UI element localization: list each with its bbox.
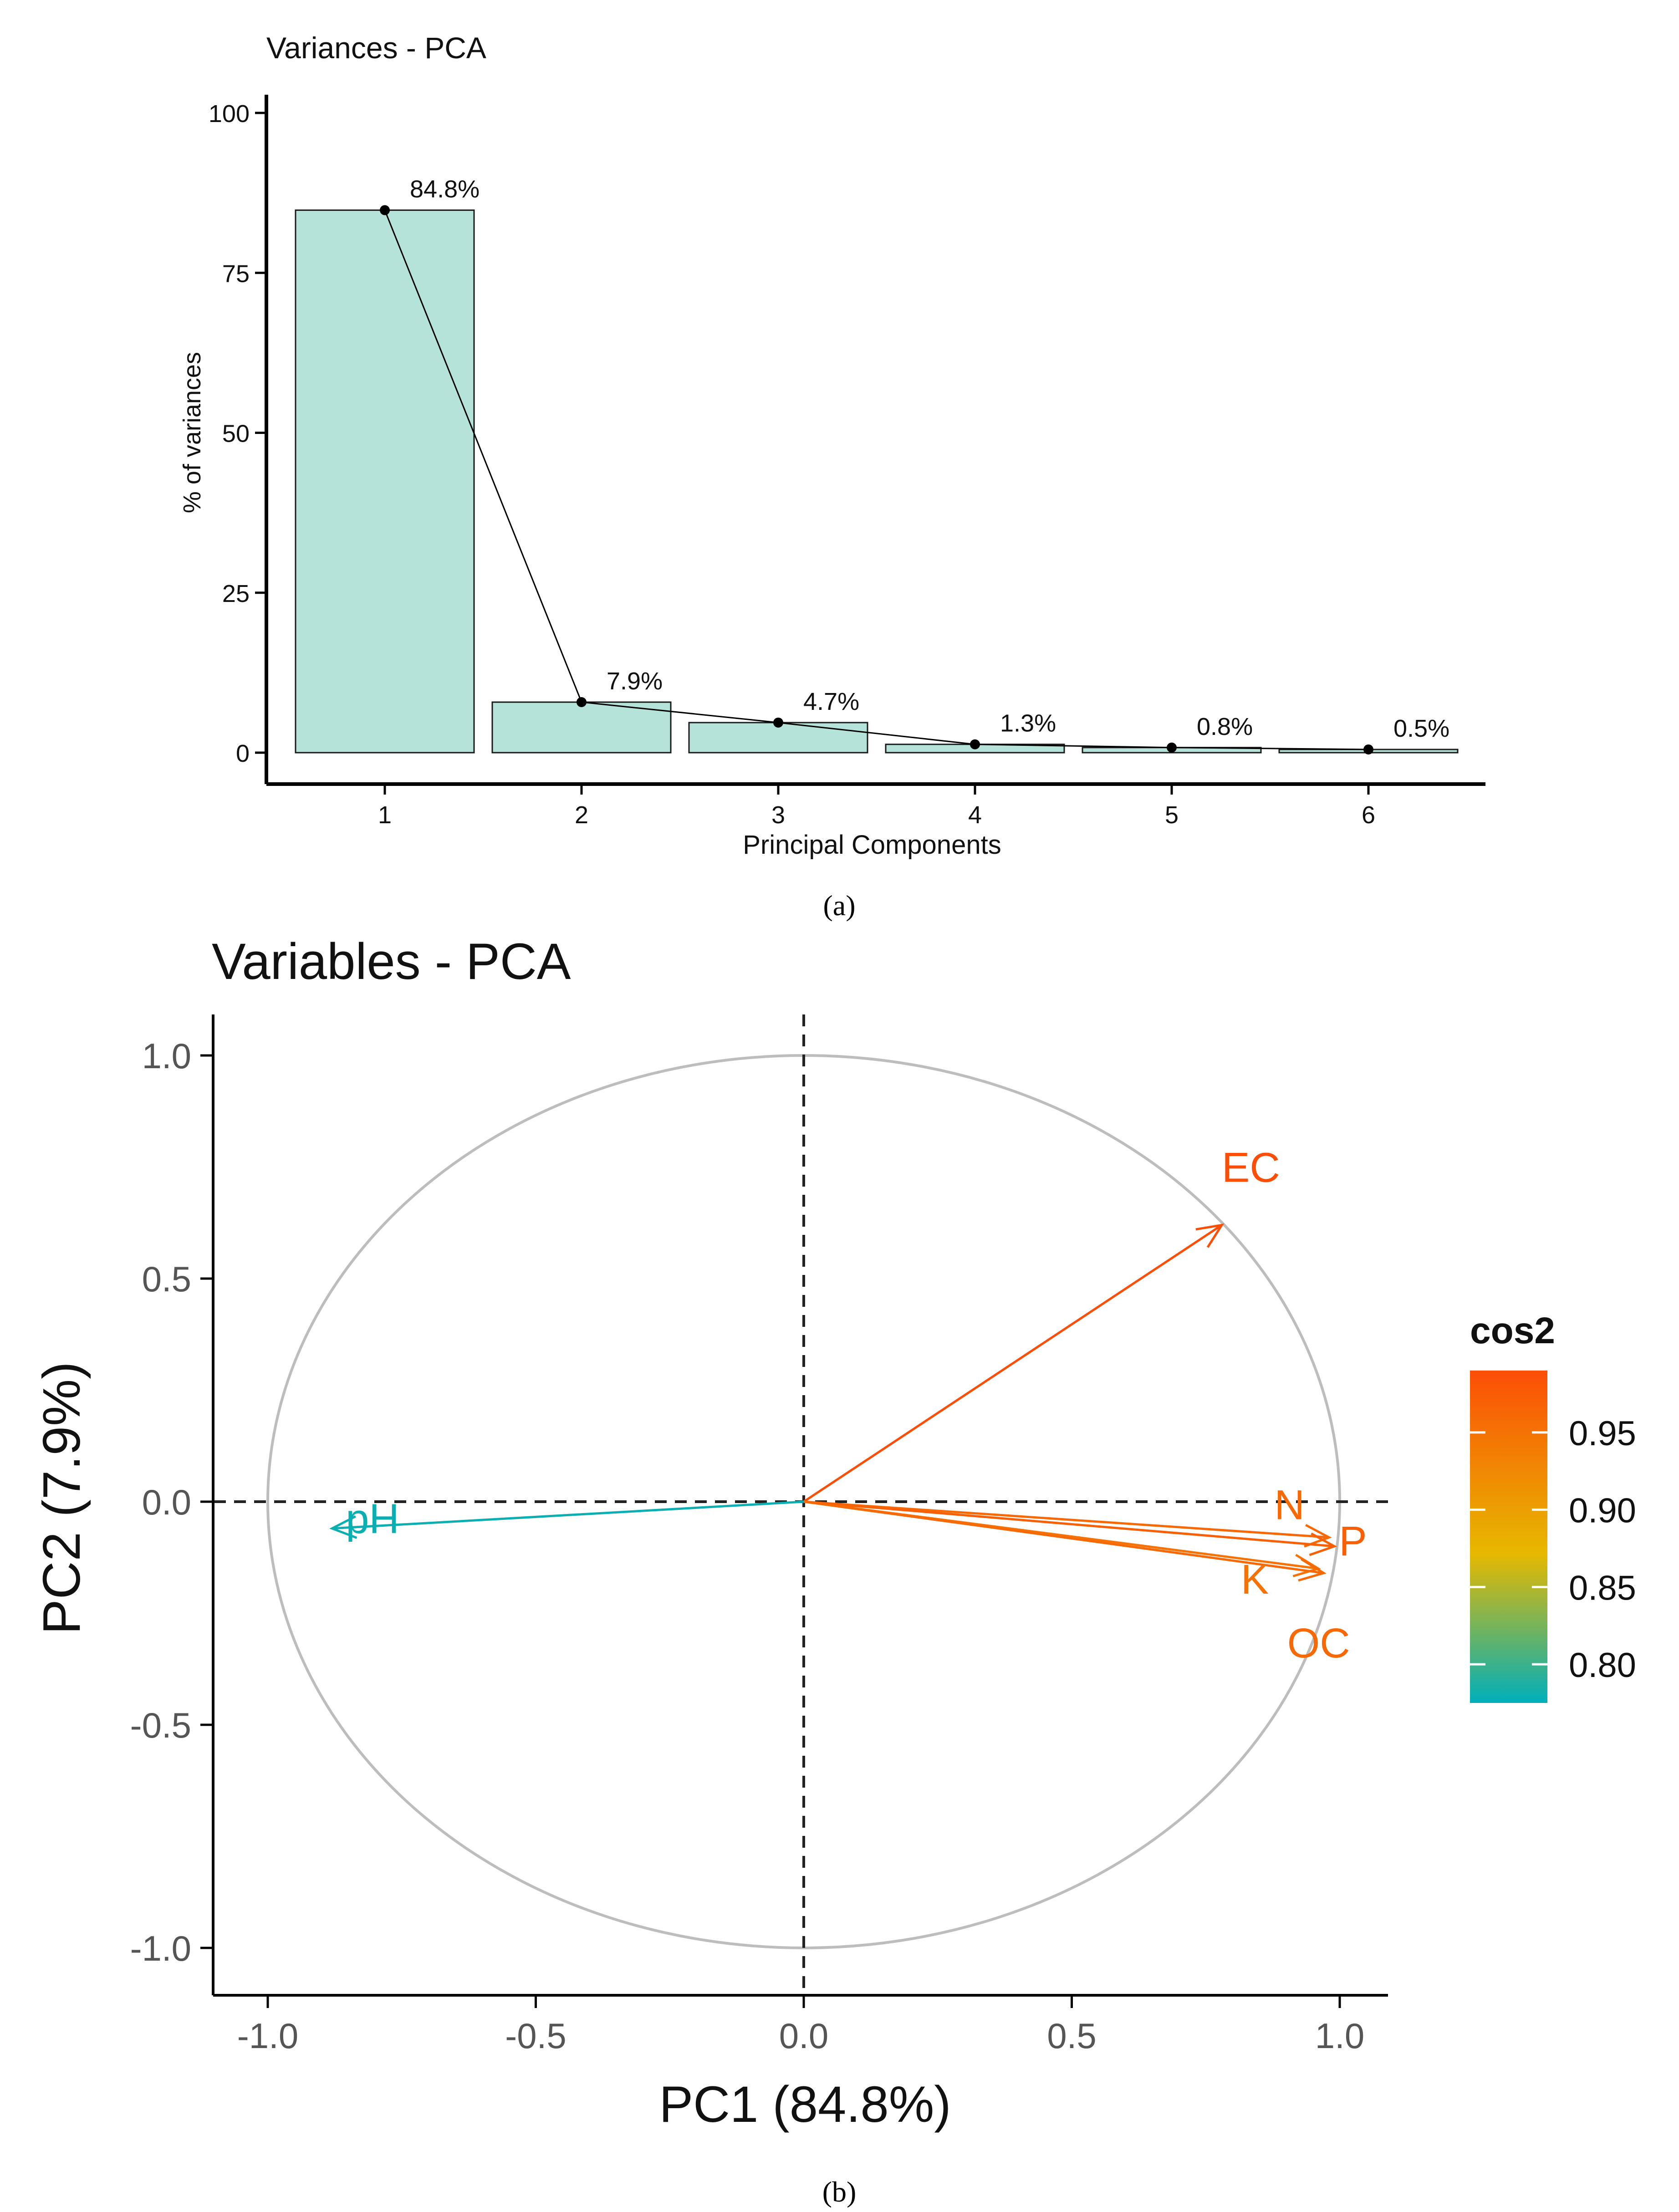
pca-x-tick-label: -0.5 bbox=[505, 2016, 566, 2056]
arrow-pH bbox=[332, 1500, 804, 1530]
pca-x-tick-label: -1.0 bbox=[237, 2016, 298, 2056]
scree-bar-3 bbox=[688, 722, 868, 754]
scree-point-2 bbox=[577, 697, 587, 708]
variable-labels: EC NP K OC pH bbox=[346, 1144, 1367, 1666]
legend-ticks: 0.95 0.90 0.85 0.80 bbox=[1470, 1414, 1636, 1685]
variable-label-K: K bbox=[1241, 1556, 1269, 1603]
variable-label-N: N bbox=[1274, 1482, 1304, 1528]
scree-x-tick-label: 3 bbox=[771, 801, 785, 829]
scree-y-tick-label: 25 bbox=[222, 580, 250, 607]
scree-point-1 bbox=[380, 205, 390, 215]
scree-plot: Variances - PCA % of variances Principal… bbox=[179, 31, 1485, 922]
scree-x-tick-label: 6 bbox=[1362, 801, 1375, 829]
scree-y-tick-label: 75 bbox=[222, 260, 250, 287]
pca-y-tick-label: -0.5 bbox=[130, 1705, 191, 1745]
scree-line-path bbox=[384, 210, 1369, 750]
pca-variables-plot: Variables - PCA PC2 (7.9%) PC1 (84.8%) 1… bbox=[32, 933, 1636, 2208]
arrow-N bbox=[803, 1500, 1329, 1539]
scree-y-axis-label: % of variances bbox=[179, 352, 206, 513]
variable-label-OC: OC bbox=[1287, 1620, 1350, 1667]
legend-tick-label: 0.80 bbox=[1569, 1646, 1636, 1685]
scree-value-label: 1.3% bbox=[1000, 710, 1056, 737]
scree-title: Variances - PCA bbox=[266, 31, 486, 65]
variable-label-pH: pH bbox=[346, 1496, 399, 1542]
scree-y-ticks: 0 25 50 75 100 bbox=[209, 100, 266, 767]
legend-tick-label: 0.95 bbox=[1569, 1414, 1636, 1453]
scree-line: 84.8% 7.9% 4.7% 1.3% 0.8% 0.5% bbox=[380, 176, 1449, 754]
arrowhead-OC bbox=[1298, 1558, 1327, 1582]
scree-x-ticks: 1 2 3 4 5 6 bbox=[378, 784, 1375, 829]
scree-value-label: 7.9% bbox=[607, 668, 663, 695]
variable-label-P: P bbox=[1339, 1518, 1367, 1565]
pca-y-tick-label: -1.0 bbox=[130, 1928, 191, 1968]
arrow-P bbox=[803, 1500, 1335, 1548]
scree-y-tick-label: 50 bbox=[222, 420, 250, 448]
arrow-EC bbox=[803, 1224, 1223, 1503]
pca-y-tick-label: 0.0 bbox=[142, 1482, 191, 1522]
pca-y-axis-label: PC2 (7.9%) bbox=[32, 1361, 91, 1635]
arrowhead-P bbox=[1309, 1532, 1337, 1556]
scree-x-axis-label: Principal Components bbox=[743, 830, 1001, 860]
arrowhead-pH bbox=[329, 1515, 357, 1539]
caption-a: (a) bbox=[823, 889, 855, 922]
legend-tick-label: 0.90 bbox=[1569, 1492, 1636, 1530]
scree-value-label: 0.8% bbox=[1197, 713, 1253, 740]
caption-b: (b) bbox=[822, 2176, 857, 2208]
scree-value-label: 0.5% bbox=[1393, 715, 1449, 742]
pca-y-tick-label: 1.0 bbox=[142, 1036, 191, 1076]
scree-y-tick-label: 0 bbox=[236, 740, 250, 767]
pca-y-tick-label: 0.5 bbox=[142, 1259, 191, 1299]
scree-point-6 bbox=[1363, 744, 1373, 754]
variable-label-EC: EC bbox=[1222, 1144, 1280, 1191]
legend-color-bar bbox=[1470, 1371, 1547, 1703]
legend-title: cos2 bbox=[1470, 1310, 1555, 1351]
pca-title: Variables - PCA bbox=[212, 933, 571, 990]
scree-bars bbox=[295, 209, 1459, 754]
arrow-OC bbox=[803, 1500, 1324, 1575]
pca-x-tick-label: 1.0 bbox=[1315, 2016, 1364, 2056]
pca-y-ticks: 1.0 0.5 0.0 -0.5 -1.0 bbox=[130, 1036, 213, 1968]
scree-value-label: 4.7% bbox=[803, 688, 859, 715]
scree-x-tick-label: 5 bbox=[1165, 801, 1179, 829]
scree-point-5 bbox=[1167, 742, 1177, 753]
scree-value-label: 84.8% bbox=[410, 176, 480, 203]
cos2-legend: cos2 0.95 0.90 0.85 0.80 bbox=[1470, 1310, 1636, 1703]
legend-tick-label: 0.85 bbox=[1569, 1569, 1636, 1607]
scree-x-tick-label: 1 bbox=[378, 801, 392, 829]
scree-y-tick-label: 100 bbox=[209, 100, 250, 127]
variable-arrows bbox=[329, 1223, 1337, 1582]
scree-x-tick-label: 2 bbox=[575, 801, 588, 829]
scree-bar-2 bbox=[491, 701, 672, 754]
pca-x-tick-label: 0.5 bbox=[1047, 2016, 1096, 2056]
scree-bar-1 bbox=[295, 209, 475, 754]
scree-point-4 bbox=[970, 739, 980, 749]
arrowhead-EC bbox=[1195, 1223, 1225, 1248]
scree-x-tick-label: 4 bbox=[968, 801, 982, 829]
pca-x-tick-label: 0.0 bbox=[779, 2016, 828, 2056]
scree-point-3 bbox=[773, 717, 783, 728]
pca-x-axis-label: PC1 (84.8%) bbox=[659, 2076, 951, 2133]
pca-x-ticks: -1.0 -0.5 0.0 0.5 1.0 bbox=[237, 1995, 1364, 2056]
